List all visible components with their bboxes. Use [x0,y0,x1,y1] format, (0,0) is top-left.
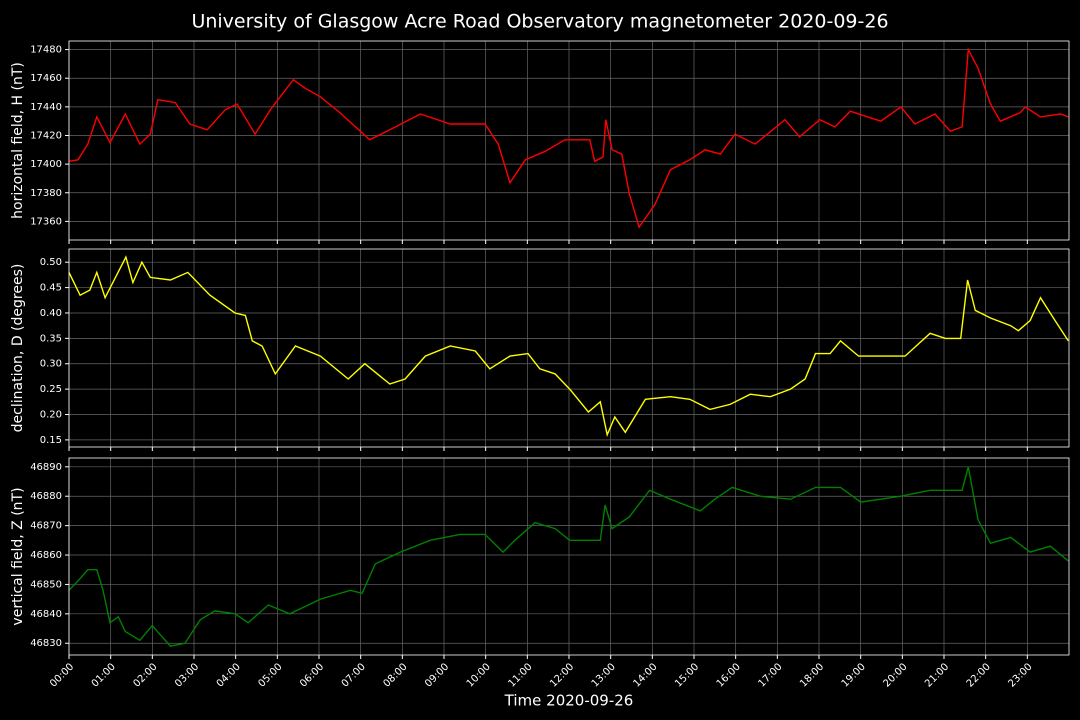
y-tick-label: 46870 [30,521,62,532]
y-tick-label: 46890 [30,462,62,473]
plot-frame [68,248,1070,448]
y-tick-label: 17400 [30,159,62,170]
figure-title: University of Glasgow Acre Road Observat… [191,11,888,33]
y-axis-label: vertical field, Z (nT) [10,487,26,625]
plot-frame [68,457,1070,656]
y-tick-label: 17360 [30,216,62,227]
y-tick-label: 17460 [30,73,62,84]
x-axis-label: Time 2020-09-26 [504,692,634,710]
y-tick-label: 17480 [30,45,62,56]
y-tick-label: 46840 [30,609,62,620]
y-axis-label: declination, D (degrees) [10,264,26,433]
y-tick-label: 0.45 [40,283,62,294]
plot-frame [68,40,1070,241]
y-tick-label: 0.35 [40,333,62,344]
y-tick-label: 0.25 [40,384,62,395]
y-tick-label: 0.20 [40,410,62,421]
y-tick-label: 0.15 [40,435,62,446]
y-tick-label: 46850 [30,579,62,590]
y-tick-label: 0.30 [40,359,62,370]
y-tick-label: 17440 [30,102,62,113]
y-tick-label: 0.40 [40,308,62,319]
y-tick-label: 17420 [30,130,62,141]
y-tick-label: 46880 [30,491,62,502]
data-line [68,47,1069,229]
y-tick-label: 0.50 [40,257,62,268]
y-tick-label: 17380 [30,188,62,199]
y-axis-label: horizontal field, H (nT) [10,62,26,219]
data-line [68,255,1069,438]
data-line [68,466,1069,647]
y-tick-label: 46830 [30,638,62,649]
y-tick-label: 46860 [30,550,62,561]
